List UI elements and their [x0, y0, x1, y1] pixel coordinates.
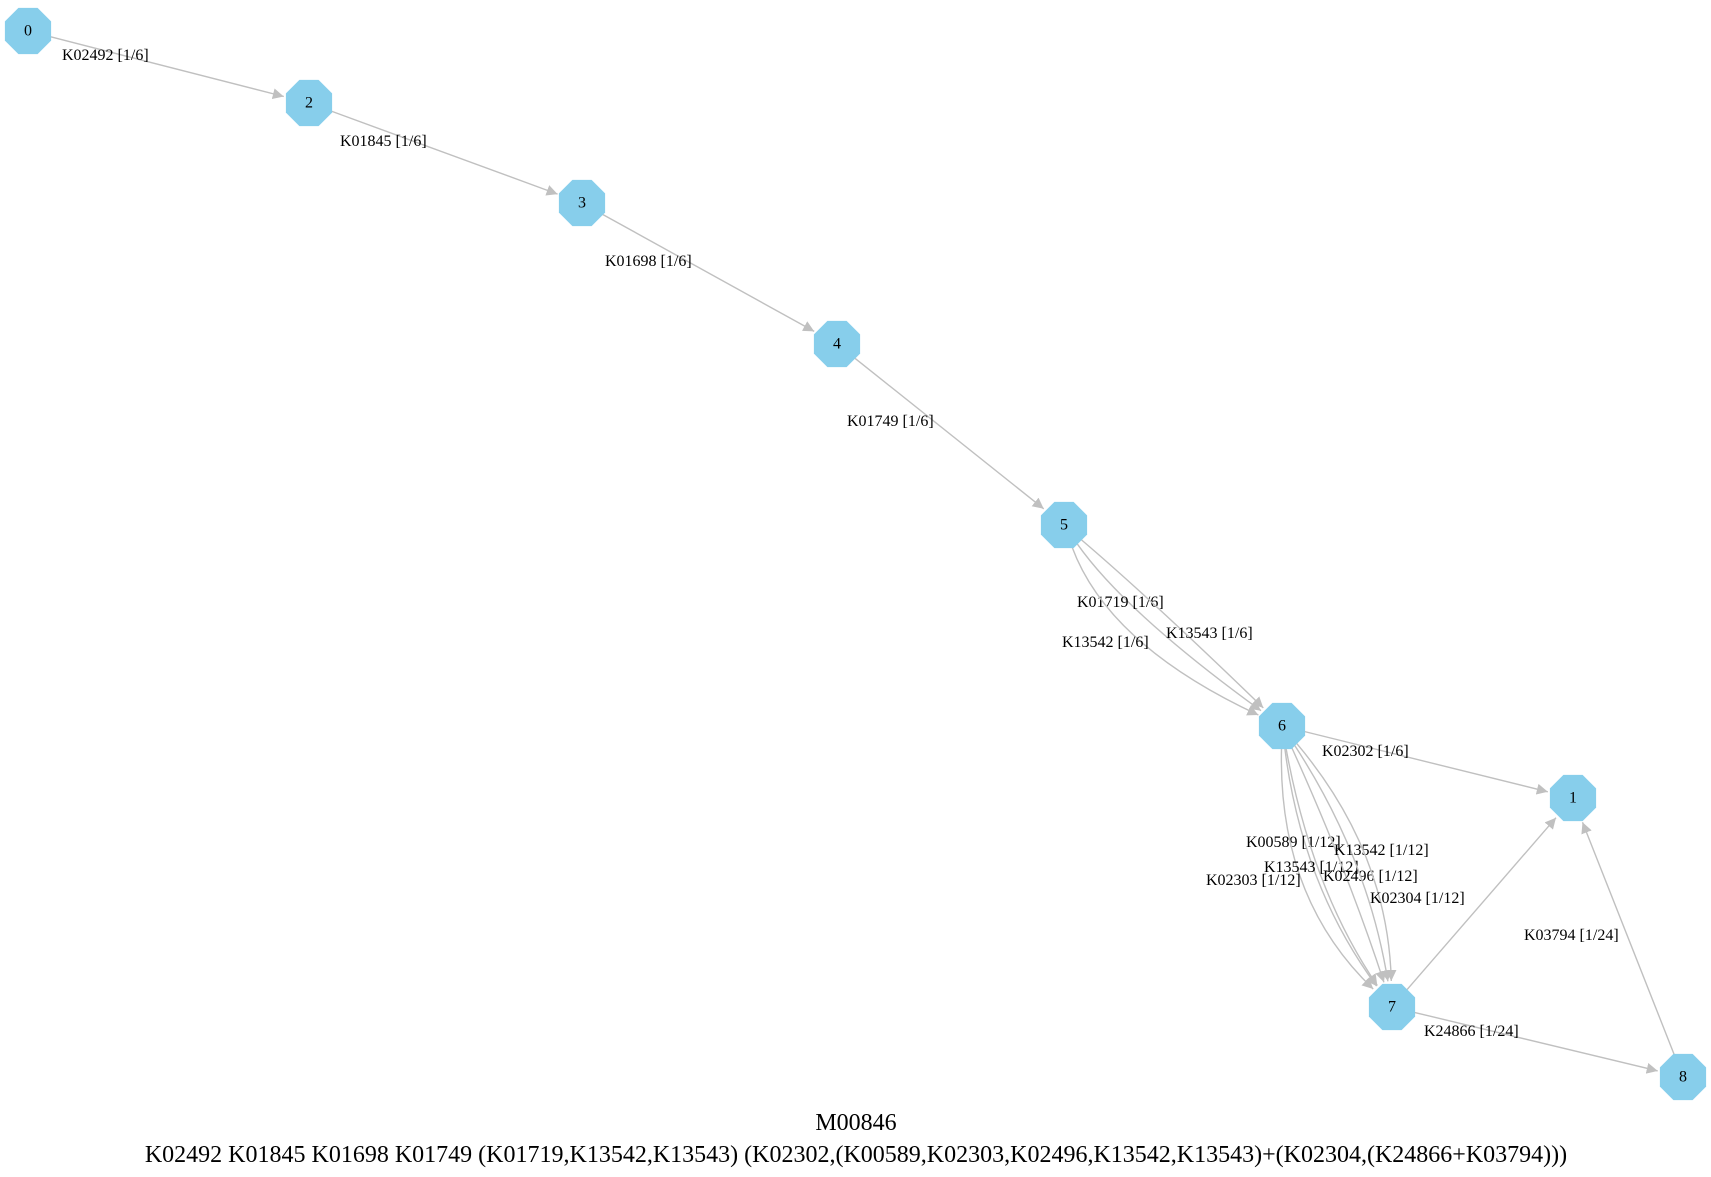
- node-2: 2: [285, 79, 333, 127]
- node-octagon-8: [1659, 1053, 1707, 1101]
- edge-6-to-7: [1290, 746, 1386, 983]
- node-label-6: 6: [1278, 718, 1286, 735]
- edge-7-to-8: [1414, 1011, 1658, 1074]
- edge-label: K13543 [1/6]: [1166, 625, 1253, 642]
- edge-label: K02302 [1/6]: [1322, 743, 1409, 760]
- edge-5-to-6: [1081, 539, 1264, 709]
- edge-label: K02304 [1/12]: [1370, 890, 1465, 907]
- edge-label: K00589 [1/12]: [1246, 834, 1341, 851]
- edge-label: K02492 [1/6]: [62, 47, 149, 64]
- edge-6-to-7: [1284, 748, 1378, 987]
- module-title: M00846: [815, 1110, 896, 1136]
- edge-label: K13542 [1/12]: [1334, 842, 1429, 859]
- edge-6-to-7: [1285, 748, 1378, 986]
- node-label-8: 8: [1679, 1069, 1687, 1086]
- edges-layer: K02492 [1/6] K01845 [1/6] K01698 [1/6] K017…: [50, 36, 1676, 1074]
- edge-label: K02496 [1/12]: [1323, 868, 1418, 885]
- edge-4-to-5: [854, 357, 1045, 510]
- node-6: 6: [1258, 702, 1306, 750]
- edge-6-to-7: [1280, 748, 1374, 990]
- node-1: 1: [1549, 774, 1597, 822]
- node-octagon-6: [1258, 702, 1306, 750]
- edge-5-to-6: [1076, 543, 1262, 712]
- edge-label: K01749 [1/6]: [847, 413, 934, 430]
- nodes-layer: 0 1 2 3 4 5 6 7 8: [4, 7, 1707, 1101]
- node-label-0: 0: [24, 23, 32, 40]
- edge-5-to-6: [1071, 546, 1259, 716]
- node-3: 3: [558, 179, 606, 227]
- node-0: 0: [4, 7, 52, 55]
- node-label-2: 2: [305, 95, 313, 112]
- node-octagon-1: [1549, 774, 1597, 822]
- edge-8-to-1: [1581, 821, 1676, 1056]
- edge-label: K24866 [1/24]: [1424, 1023, 1519, 1040]
- node-8: 8: [1659, 1053, 1707, 1101]
- edge-label: K02303 [1/12]: [1206, 872, 1301, 889]
- node-7: 7: [1368, 983, 1416, 1031]
- node-octagon-4: [813, 320, 861, 368]
- node-4: 4: [813, 320, 861, 368]
- node-label-1: 1: [1569, 790, 1577, 807]
- node-label-7: 7: [1388, 999, 1396, 1016]
- edge-6-to-7: [1294, 744, 1392, 982]
- node-octagon-7: [1368, 983, 1416, 1031]
- module-definition: K02492 K01845 K01698 K01749 (K01719,K135…: [145, 1142, 1567, 1168]
- node-label-5: 5: [1060, 517, 1068, 534]
- node-octagon-0: [4, 7, 52, 55]
- edge-3-to-4: [601, 213, 815, 333]
- edge-6-to-7: [1296, 743, 1397, 982]
- node-octagon-3: [558, 179, 606, 227]
- node-octagon-5: [1040, 501, 1088, 549]
- edge-label: K01719 [1/6]: [1077, 594, 1164, 611]
- edge-label: K13543 [1/12]: [1264, 859, 1359, 876]
- edge-2-to-3: [330, 110, 558, 196]
- node-label-3: 3: [578, 195, 586, 212]
- edge-0-to-2: [50, 36, 284, 100]
- node-label-4: 4: [833, 336, 841, 353]
- edge-label: K13542 [1/6]: [1062, 634, 1149, 651]
- node-5: 5: [1040, 501, 1088, 549]
- edge-label: K01698 [1/6]: [605, 253, 692, 270]
- edge-label: K03794 [1/24]: [1524, 927, 1619, 944]
- edge-6-to-1: [1304, 730, 1548, 795]
- node-octagon-2: [285, 79, 333, 127]
- edge-label: K01845 [1/6]: [340, 133, 427, 150]
- edge-7-to-1: [1406, 817, 1557, 991]
